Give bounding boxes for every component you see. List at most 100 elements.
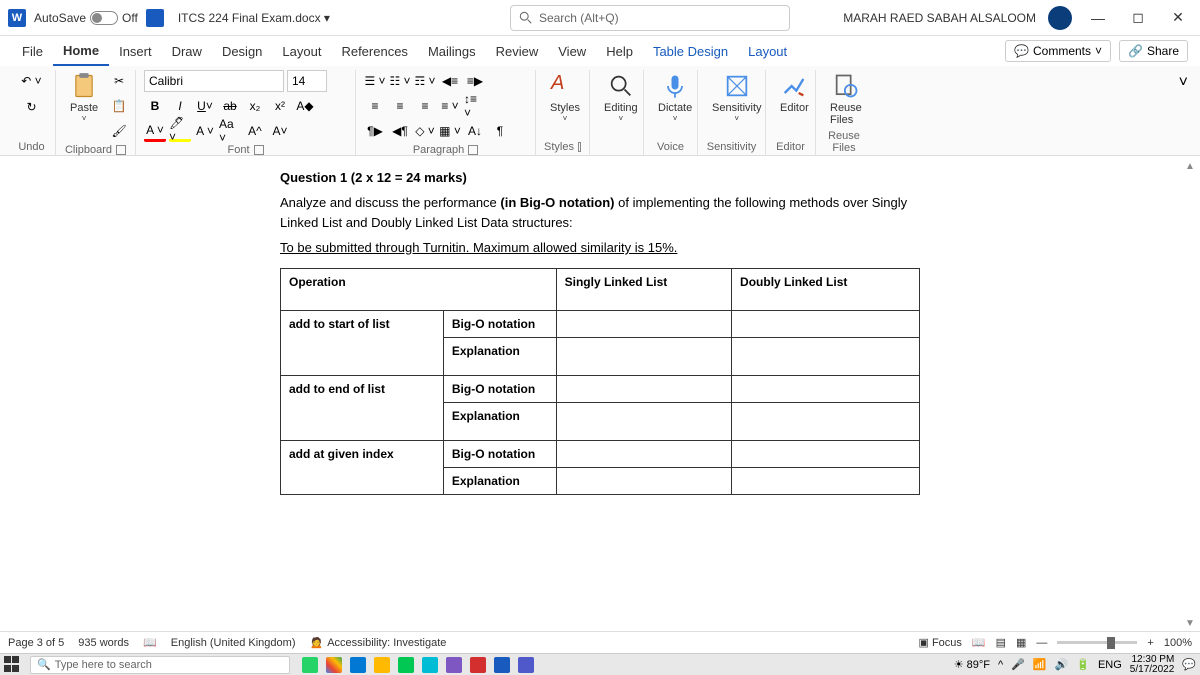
justify-button[interactable]: ≡ ˅: [439, 95, 461, 117]
autosave-toggle[interactable]: AutoSave Off: [34, 11, 138, 25]
read-mode-button[interactable]: 📖: [972, 636, 986, 649]
save-icon[interactable]: [146, 9, 164, 27]
borders-button[interactable]: ▦ ˅: [439, 120, 461, 142]
tab-help[interactable]: Help: [596, 36, 643, 66]
tab-mailings[interactable]: Mailings: [418, 36, 486, 66]
bullets-button[interactable]: ☰ ˅: [364, 70, 386, 92]
font-size-select[interactable]: [287, 70, 327, 92]
minimize-button[interactable]: —: [1084, 4, 1112, 32]
focus-mode-button[interactable]: ▣ Focus: [918, 636, 961, 649]
font-color-button[interactable]: A ˅: [144, 120, 166, 142]
word-count[interactable]: 935 words: [78, 637, 129, 649]
redo-button[interactable]: ↻: [21, 96, 43, 118]
tab-layout[interactable]: Layout: [272, 36, 331, 66]
document-title[interactable]: ITCS 224 Final Exam.docx ▾: [178, 11, 330, 25]
underline-button[interactable]: U ˅: [194, 95, 216, 117]
teams-icon[interactable]: [518, 657, 534, 673]
zoom-out-button[interactable]: —: [1036, 637, 1047, 649]
show-marks-button[interactable]: ¶: [489, 120, 511, 142]
subscript-button[interactable]: x₂: [244, 95, 266, 117]
tab-draw[interactable]: Draw: [162, 36, 212, 66]
vscode-icon[interactable]: [422, 657, 438, 673]
page-indicator[interactable]: Page 3 of 5: [8, 637, 64, 649]
tab-home[interactable]: Home: [53, 36, 109, 66]
reuse-files-button[interactable]: Reuse Files: [824, 70, 868, 128]
format-painter-button[interactable]: 🖌: [108, 120, 130, 142]
sort-button[interactable]: A↓: [464, 120, 486, 142]
line-spacing-button[interactable]: ↕≡ ˅: [464, 95, 486, 117]
copy-button[interactable]: 📋: [108, 95, 130, 117]
tray-chevron[interactable]: ^: [998, 659, 1003, 671]
undo-button[interactable]: ↶ ˅: [21, 70, 43, 92]
font-launcher[interactable]: [254, 145, 264, 155]
tray-mic-icon[interactable]: 🎤: [1011, 658, 1025, 671]
align-left-button[interactable]: ≡: [364, 95, 386, 117]
tab-view[interactable]: View: [548, 36, 596, 66]
comments-button[interactable]: 💬 Comments ˅: [1005, 40, 1111, 62]
zoom-in-button[interactable]: +: [1147, 637, 1153, 649]
bold-button[interactable]: B: [144, 95, 166, 117]
collapse-ribbon-button[interactable]: ˅: [1175, 70, 1192, 155]
tab-references[interactable]: References: [331, 36, 417, 66]
italic-button[interactable]: I: [169, 95, 191, 117]
rtl-button[interactable]: ◀¶: [389, 120, 411, 142]
print-layout-button[interactable]: ▤: [996, 636, 1006, 649]
exam-table[interactable]: Operation Singly Linked List Doubly Link…: [280, 268, 920, 495]
tray-battery-icon[interactable]: 🔋: [1076, 658, 1090, 671]
scroll-down-button[interactable]: ▼: [1184, 617, 1196, 629]
restore-button[interactable]: ◻: [1124, 4, 1152, 32]
chrome-icon[interactable]: [326, 657, 342, 673]
tab-table-design[interactable]: Table Design: [643, 36, 738, 66]
whatsapp-icon[interactable]: [302, 657, 318, 673]
change-case-button[interactable]: A ˅: [194, 120, 216, 142]
cut-button[interactable]: ✂: [108, 70, 130, 92]
tab-review[interactable]: Review: [486, 36, 549, 66]
scroll-up-button[interactable]: ▲: [1184, 160, 1196, 172]
store-icon[interactable]: [350, 657, 366, 673]
styles-launcher[interactable]: [578, 142, 581, 152]
tab-file[interactable]: File: [12, 36, 53, 66]
language-status[interactable]: English (United Kingdom): [171, 637, 296, 649]
document-area[interactable]: ▲ ▼ Question 1 (2 x 12 = 24 marks) Analy…: [0, 158, 1200, 631]
font-name-select[interactable]: [144, 70, 284, 92]
spellcheck-status[interactable]: 📖: [143, 636, 157, 649]
editing-button[interactable]: Editing˅: [598, 70, 644, 125]
web-layout-button[interactable]: ▦: [1016, 636, 1026, 649]
editor-button[interactable]: Editor: [774, 70, 815, 116]
share-button[interactable]: 🔗 Share: [1119, 40, 1188, 62]
tray-notifications-icon[interactable]: 💬: [1182, 658, 1196, 671]
decrease-indent-button[interactable]: ◀≡: [439, 70, 461, 92]
align-center-button[interactable]: ≡: [389, 95, 411, 117]
shrink-font-button[interactable]: A˅: [269, 120, 291, 142]
tray-lang[interactable]: ENG: [1098, 659, 1122, 671]
taskbar-clock[interactable]: 12:30 PM5/17/2022: [1130, 655, 1175, 675]
search-input[interactable]: Search (Alt+Q): [510, 5, 790, 31]
explorer-icon[interactable]: [374, 657, 390, 673]
vs-icon[interactable]: [446, 657, 462, 673]
start-button[interactable]: [4, 656, 22, 674]
paste-button[interactable]: Paste˅: [64, 70, 104, 125]
taskbar-search[interactable]: 🔍 Type here to search: [30, 656, 290, 674]
align-right-button[interactable]: ≡: [414, 95, 436, 117]
tray-wifi-icon[interactable]: 📶: [1033, 658, 1047, 671]
app-icon[interactable]: [398, 657, 414, 673]
tab-design[interactable]: Design: [212, 36, 272, 66]
tray-volume-icon[interactable]: 🔊: [1055, 658, 1069, 671]
sensitivity-button[interactable]: Sensitivity˅: [706, 70, 768, 125]
grow-font-button[interactable]: A^: [244, 120, 266, 142]
ltr-button[interactable]: ¶▶: [364, 120, 386, 142]
styles-button[interactable]: AStyles˅: [544, 70, 586, 125]
zoom-level[interactable]: 100%: [1164, 637, 1192, 649]
zoom-slider[interactable]: [1057, 641, 1137, 644]
tab-table-layout[interactable]: Layout: [738, 36, 797, 66]
increase-indent-button[interactable]: ≡▶: [464, 70, 486, 92]
clipboard-launcher[interactable]: [116, 145, 126, 155]
superscript-button[interactable]: x²: [269, 95, 291, 117]
weather-widget[interactable]: ☀ 89°F: [954, 658, 990, 671]
paragraph-launcher[interactable]: [468, 145, 478, 155]
word-taskbar-icon[interactable]: [494, 657, 510, 673]
clear-format-button[interactable]: Aa ˅: [219, 120, 241, 142]
app2-icon[interactable]: [470, 657, 486, 673]
accessibility-status[interactable]: 🙍 Accessibility: Investigate: [309, 636, 446, 649]
numbering-button[interactable]: ☷ ˅: [389, 70, 411, 92]
